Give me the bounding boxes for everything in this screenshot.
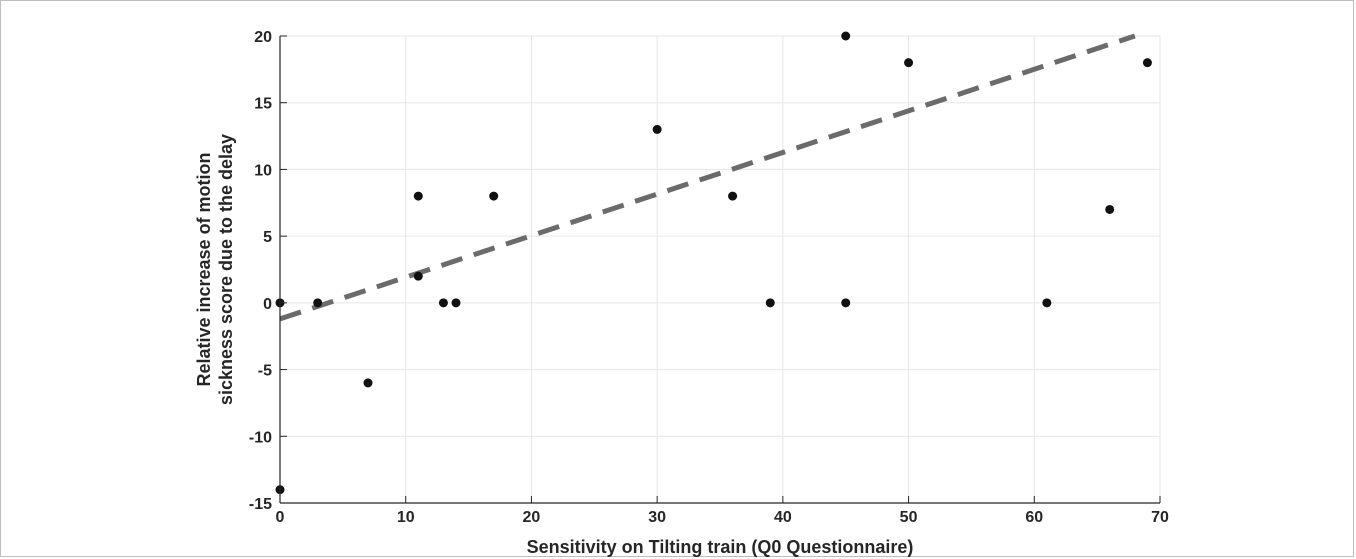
x-tick-label: 20 xyxy=(523,509,541,526)
data-point xyxy=(489,191,499,201)
y-tick-label: -10 xyxy=(249,429,272,446)
data-point xyxy=(652,124,662,134)
y-tick-label: 20 xyxy=(254,29,272,46)
data-point xyxy=(1042,298,1052,308)
x-axis-label: Sensitivity on Tilting train (Q0 Questio… xyxy=(527,537,914,557)
y-tick-label: -15 xyxy=(249,496,272,513)
x-tick-labels: 0 10 20 30 40 50 60 70 xyxy=(276,509,1169,526)
data-point xyxy=(413,191,423,201)
y-tick-label: 10 xyxy=(254,162,272,179)
x-tick-label: 50 xyxy=(900,509,918,526)
y-tick-label: 0 xyxy=(263,296,272,313)
data-points xyxy=(275,31,1152,495)
data-point xyxy=(1142,58,1152,68)
data-point xyxy=(451,298,461,308)
y-tick-label: 5 xyxy=(263,229,272,246)
data-point xyxy=(313,298,323,308)
x-tick-label: 70 xyxy=(1151,509,1169,526)
axes xyxy=(279,35,1161,504)
y-tick-label: 15 xyxy=(254,96,272,113)
data-point xyxy=(841,298,851,308)
data-point xyxy=(438,298,448,308)
data-point xyxy=(904,58,914,68)
y-tick-label: -5 xyxy=(258,363,272,380)
x-tick-label: 60 xyxy=(1025,509,1043,526)
data-point xyxy=(413,271,423,281)
x-tick-label: 30 xyxy=(648,509,666,526)
data-point xyxy=(841,31,851,41)
y-tick-labels: -15 -10 -5 0 5 10 15 20 xyxy=(249,29,272,513)
data-point xyxy=(363,378,373,388)
data-point xyxy=(728,191,738,201)
x-tick-label: 40 xyxy=(774,509,792,526)
y-axis-label-line-1: Relative increase of motion xyxy=(194,152,214,386)
data-point xyxy=(765,298,775,308)
y-axis-label-line-2: sickness score due to the delay xyxy=(216,134,236,405)
x-tick-label: 10 xyxy=(397,509,415,526)
trend-line xyxy=(279,33,1136,322)
data-point xyxy=(1105,204,1115,214)
x-tick-label: 0 xyxy=(276,509,285,526)
grid-lines xyxy=(279,35,1161,504)
